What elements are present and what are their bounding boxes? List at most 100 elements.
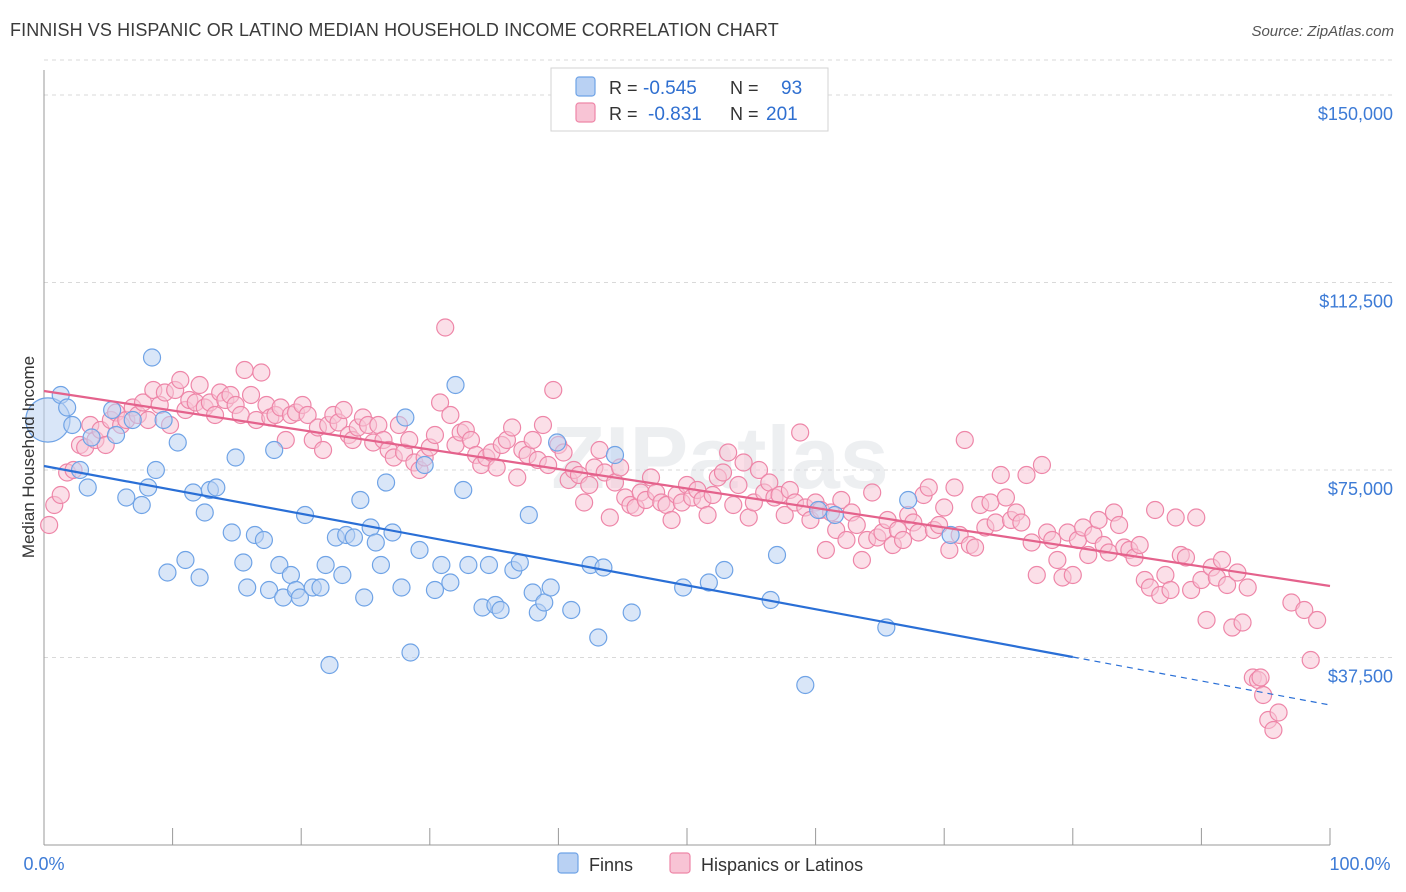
- hispanics-point: [523, 430, 542, 450]
- finns-point: [401, 643, 420, 662]
- hispanics-point: [1238, 578, 1257, 597]
- hispanics-point: [313, 440, 333, 460]
- finns-point: [78, 478, 97, 497]
- finns-r-label: R =: [609, 78, 638, 98]
- finns-point: [796, 675, 815, 695]
- hispanics-point: [893, 530, 913, 550]
- hispanics-point: [775, 505, 794, 525]
- hispanics-point: [539, 455, 558, 475]
- finns-point: [106, 425, 126, 445]
- finns-point: [158, 563, 177, 582]
- hispanics-point: [698, 505, 717, 525]
- chart-source: Source: ZipAtlas.com: [1251, 23, 1394, 40]
- hispanics-point: [600, 508, 619, 527]
- hispanics-point: [1254, 685, 1273, 705]
- finns-point: [366, 533, 385, 552]
- hispanics-point: [1197, 610, 1216, 630]
- finns-point: [207, 478, 226, 497]
- hispanics-point: [749, 460, 769, 480]
- finns-n-label: N =: [730, 78, 759, 98]
- hispanics-n-value: 201: [766, 104, 798, 125]
- finns-point: [523, 583, 542, 602]
- finns-point: [479, 555, 499, 575]
- finns-point: [454, 480, 473, 500]
- hispanics-point: [425, 425, 445, 445]
- hispanics-point: [171, 370, 190, 390]
- y-tick-label: $37,500: [1328, 667, 1393, 687]
- hispanics-point: [1161, 580, 1180, 600]
- finns-r-value: -0.545: [643, 78, 697, 99]
- hispanics-point: [909, 523, 928, 542]
- hispanics-point: [235, 360, 254, 380]
- finns-point: [396, 408, 415, 427]
- hispanics-point: [533, 415, 553, 435]
- y-tick-label: $75,000: [1328, 479, 1393, 499]
- finns-point: [899, 490, 918, 510]
- hispanics-point: [1063, 565, 1082, 585]
- hispanics-point: [713, 463, 733, 482]
- finns-point: [320, 655, 339, 675]
- hispanics-point: [981, 493, 1000, 512]
- hispanics-point: [51, 485, 70, 505]
- finns-point: [715, 560, 734, 580]
- hispanics-point: [575, 493, 594, 512]
- hispanics-point: [40, 515, 59, 535]
- hispanics-point: [590, 440, 609, 460]
- hispanics-point: [139, 410, 158, 430]
- finns-point: [146, 460, 165, 480]
- hispanics-n-label: N =: [730, 104, 759, 124]
- y-tick-label: $150,000: [1318, 104, 1393, 124]
- hispanics-point: [734, 453, 753, 472]
- hispanics-r-label: R =: [609, 104, 638, 124]
- hispanics-point: [580, 475, 599, 495]
- finns-point: [425, 580, 445, 600]
- finns-point: [195, 503, 214, 522]
- finns-point: [311, 578, 330, 597]
- bottom-hispanics-label: Hispanics or Latinos: [701, 855, 863, 875]
- finns-point: [605, 445, 625, 465]
- finns-point: [371, 555, 391, 575]
- hispanics-point: [703, 485, 722, 505]
- hispanics-point: [940, 540, 959, 560]
- finns-point: [117, 488, 136, 507]
- hispanics-point: [1048, 550, 1067, 570]
- stats-legend-box: [550, 67, 829, 132]
- finns-point: [491, 600, 510, 620]
- hispanics-point: [1264, 720, 1283, 740]
- finns-point: [226, 448, 245, 467]
- hispanics-point: [1295, 600, 1314, 620]
- hispanics-point: [852, 550, 871, 570]
- hispanics-point: [1269, 703, 1288, 722]
- finns-point: [316, 555, 335, 575]
- hispanics-point: [1017, 465, 1036, 485]
- hispanics-point: [508, 468, 527, 487]
- hispanics-point: [837, 530, 856, 550]
- hispanics-point: [1166, 508, 1185, 527]
- finns-point: [265, 440, 284, 460]
- x-tick-label-min: 0.0%: [23, 854, 64, 874]
- hispanics-point: [863, 483, 882, 502]
- hispanics-point: [1043, 530, 1062, 550]
- bottom-hispanics-swatch: [669, 852, 691, 874]
- hispanics-point: [1301, 650, 1320, 670]
- hispanics-point: [724, 495, 743, 515]
- finns-point: [392, 578, 411, 597]
- hispanics-point: [544, 380, 563, 400]
- finns-point: [254, 530, 274, 550]
- hispanics-point: [847, 515, 866, 535]
- finns-point: [190, 568, 209, 587]
- hispanics-point: [965, 538, 985, 557]
- finns-point: [541, 578, 560, 597]
- hispanics-point: [1308, 610, 1327, 630]
- finns-swatch: [575, 76, 596, 97]
- finns-point: [441, 573, 460, 592]
- hispanics-point: [1212, 550, 1232, 570]
- finns-point: [234, 553, 253, 572]
- finns-point: [344, 528, 364, 547]
- y-tick-label: $112,500: [1319, 292, 1393, 312]
- hispanics-point: [791, 423, 810, 442]
- hispanics-point: [729, 475, 748, 495]
- finns-point: [176, 550, 195, 570]
- hispanics-point: [430, 393, 450, 412]
- finns-point: [535, 593, 554, 612]
